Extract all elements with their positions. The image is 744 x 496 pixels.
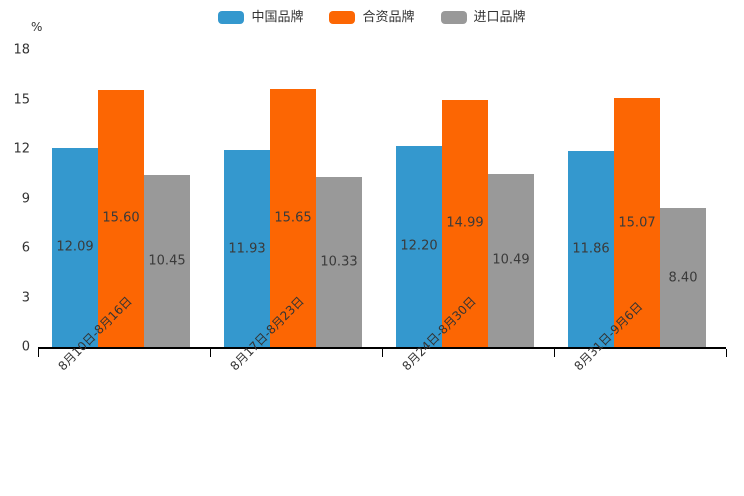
- legend-swatch-blue-icon: [218, 10, 245, 24]
- legend-swatch-orange-icon: [329, 10, 356, 24]
- bar[interactable]: 10.49: [488, 173, 534, 347]
- bar-value-label: 12.09: [56, 239, 94, 255]
- y-axis-tick-label: 15: [13, 92, 30, 107]
- x-axis-tick: [210, 349, 211, 357]
- bar[interactable]: 15.60: [98, 89, 144, 347]
- bar-value-label: 14.99: [446, 215, 484, 231]
- legend-label-china-brand: 中国品牌: [251, 9, 304, 25]
- chart-legend: 中国品牌 合资品牌 进口品牌: [0, 6, 744, 28]
- plot-area: 12.09 15.60 10.45 11.93 15.65 10.33 12.20 14.99…: [38, 50, 726, 347]
- bar-value-label: 15.60: [102, 210, 140, 226]
- bar[interactable]: 10.45: [144, 174, 190, 347]
- y-axis-tick-label: 12: [13, 141, 30, 157]
- x-axis-tick: [726, 349, 727, 357]
- legend-label-joint-venture-brand: 合资品牌: [362, 9, 415, 25]
- bar-value-label: 11.86: [572, 241, 610, 257]
- x-axis-line: [38, 347, 726, 349]
- y-axis-tick-label: 3: [21, 290, 30, 305]
- legend-swatch-gray-icon: [440, 10, 467, 24]
- legend-label-import-brand: 进口品牌: [473, 9, 526, 25]
- bar-value-label: 10.33: [320, 254, 358, 270]
- bar-value-label: 8.40: [668, 270, 698, 286]
- bar-value-label: 12.20: [400, 238, 438, 254]
- bar[interactable]: 11.86: [568, 151, 614, 347]
- bar[interactable]: 12.09: [52, 147, 98, 347]
- x-axis-tick: [554, 349, 555, 357]
- bar[interactable]: 15.07: [614, 98, 660, 347]
- y-axis-tick-label: 0: [21, 339, 30, 355]
- legend-item-joint-venture-brand[interactable]: 合资品牌: [329, 9, 415, 25]
- bar-value-label: 10.49: [492, 252, 530, 268]
- y-axis-tick-label: 18: [13, 42, 30, 58]
- bar[interactable]: 10.33: [316, 176, 362, 347]
- bar[interactable]: 8.40: [660, 208, 706, 347]
- legend-item-china-brand[interactable]: 中国品牌: [218, 9, 304, 25]
- legend-item-import-brand[interactable]: 进口品牌: [440, 9, 526, 25]
- bar-value-label: 15.07: [618, 215, 656, 231]
- bar-value-label: 15.65: [274, 210, 312, 226]
- bar-value-label: 11.93: [228, 241, 266, 257]
- y-axis-unit-label: %: [31, 20, 43, 34]
- bar-value-label: 10.45: [148, 253, 186, 269]
- y-axis-tick-label: 9: [21, 191, 30, 206]
- bar[interactable]: 15.65: [270, 88, 316, 347]
- y-axis-tick-labels: 0 3 6 9 12 15 18: [0, 43, 38, 355]
- bar[interactable]: 11.93: [224, 150, 270, 347]
- bar[interactable]: 14.99: [442, 99, 488, 347]
- y-axis-tick-label: 6: [21, 240, 30, 256]
- x-axis-tick: [38, 349, 39, 357]
- bar[interactable]: 12.20: [396, 145, 442, 347]
- x-axis-tick: [382, 349, 383, 357]
